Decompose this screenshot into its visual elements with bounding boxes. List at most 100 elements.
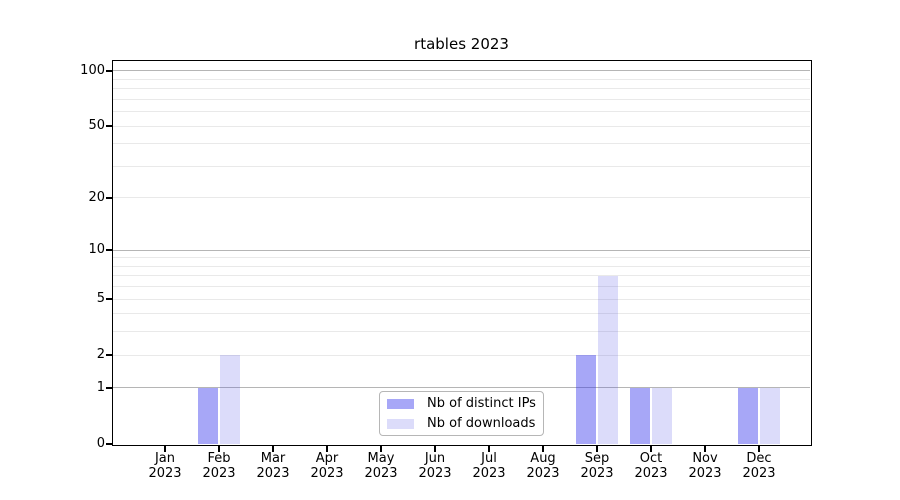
x-tick-label: Jan 2023 <box>137 451 193 481</box>
minor-gridline <box>113 98 810 100</box>
minor-gridline <box>113 265 810 267</box>
y-tick-mark <box>105 197 112 199</box>
x-tick-year: 2023 <box>742 466 776 481</box>
x-tick-year: 2023 <box>526 466 560 481</box>
x-tick-label: Sep 2023 <box>569 451 625 481</box>
x-tick-month: Nov <box>692 451 718 466</box>
bar-distinct-ips <box>197 387 218 444</box>
x-tick-label: Aug 2023 <box>515 451 571 481</box>
x-tick-year: 2023 <box>634 466 668 481</box>
x-tick-month: Oct <box>639 451 663 466</box>
x-tick-mark <box>326 445 328 452</box>
bar-downloads <box>219 355 240 444</box>
x-tick-mark <box>542 445 544 452</box>
x-tick-mark <box>380 445 382 452</box>
x-tick-month: Jan <box>154 451 176 466</box>
x-tick-year: 2023 <box>580 466 614 481</box>
x-tick-label: Feb 2023 <box>191 451 247 481</box>
minor-gridline <box>113 298 810 300</box>
x-tick-label: Jul 2023 <box>461 451 517 481</box>
legend-swatch-downloads <box>387 418 414 429</box>
legend-entry: Nb of downloads <box>387 416 535 431</box>
y-tick-label: 100 <box>80 62 105 78</box>
x-tick-mark <box>488 445 490 452</box>
minor-gridline <box>113 165 810 167</box>
minor-gridline <box>113 125 810 127</box>
x-tick-label: Apr 2023 <box>299 451 355 481</box>
x-tick-mark <box>758 445 760 452</box>
x-tick-mark <box>650 445 652 452</box>
y-tick-label: 0 <box>96 436 105 451</box>
x-tick-month: Feb <box>207 451 231 466</box>
x-tick-label: Oct 2023 <box>623 451 679 481</box>
legend-entry: Nb of distinct IPs <box>387 396 536 411</box>
y-tick-mark <box>105 354 112 356</box>
x-tick-year: 2023 <box>418 466 452 481</box>
y-tick-mark <box>105 298 112 300</box>
x-tick-mark <box>272 445 274 452</box>
major-gridline <box>113 70 810 72</box>
legend-label: Nb of downloads <box>427 416 536 431</box>
x-tick-mark <box>218 445 220 452</box>
x-tick-month: Jul <box>481 451 497 466</box>
x-tick-year: 2023 <box>688 466 722 481</box>
x-tick-year: 2023 <box>202 466 236 481</box>
x-tick-label: Jun 2023 <box>407 451 463 481</box>
x-tick-label: Mar 2023 <box>245 451 301 481</box>
legend-swatch-distinct-ips <box>387 398 414 409</box>
bar-distinct-ips <box>575 355 596 444</box>
y-tick-label: 10 <box>88 242 105 258</box>
y-tick-mark <box>105 443 112 445</box>
y-tick-label: 2 <box>96 347 105 363</box>
major-gridline <box>113 387 810 389</box>
minor-gridline <box>113 143 810 145</box>
x-tick-year: 2023 <box>256 466 290 481</box>
x-tick-mark <box>164 445 166 452</box>
x-tick-mark <box>704 445 706 452</box>
y-tick-mark <box>105 387 112 389</box>
minor-gridline <box>113 354 810 356</box>
x-tick-month: Mar <box>260 451 286 466</box>
minor-gridline <box>113 286 810 288</box>
x-tick-label: May 2023 <box>353 451 409 481</box>
major-gridline <box>113 249 810 251</box>
minor-gridline <box>113 111 810 113</box>
bar-downloads <box>597 275 618 444</box>
legend-label: Nb of distinct IPs <box>427 396 536 411</box>
y-tick-mark <box>105 70 112 72</box>
minor-gridline <box>113 257 810 259</box>
y-tick-label: 1 <box>96 379 105 395</box>
x-tick-year: 2023 <box>364 466 398 481</box>
minor-gridline <box>113 78 810 80</box>
chart-title: rtables 2023 <box>414 35 509 53</box>
x-tick-mark <box>596 445 598 452</box>
bar-downloads <box>651 387 672 444</box>
minor-gridline <box>113 313 810 315</box>
x-tick-mark <box>434 445 436 452</box>
minor-gridline <box>113 197 810 199</box>
x-tick-month: Sep <box>584 451 610 466</box>
y-tick-mark <box>105 249 112 251</box>
legend: Nb of distinct IPs Nb of downloads <box>379 391 544 436</box>
y-tick-label: 5 <box>96 291 105 307</box>
minor-gridline <box>113 88 810 90</box>
x-tick-month: Jun <box>424 451 446 466</box>
bar-distinct-ips <box>737 387 758 444</box>
x-tick-year: 2023 <box>148 466 182 481</box>
y-tick-mark <box>105 125 112 127</box>
x-tick-month: Aug <box>530 451 556 466</box>
x-tick-year: 2023 <box>472 466 506 481</box>
minor-gridline <box>113 275 810 277</box>
minor-gridline <box>113 331 810 333</box>
bar-downloads <box>759 387 780 444</box>
x-tick-month: Dec <box>746 451 772 466</box>
x-tick-month: May <box>367 451 395 466</box>
y-tick-label: 50 <box>88 118 105 134</box>
x-tick-month: Apr <box>315 451 339 466</box>
x-tick-label: Nov 2023 <box>677 451 733 481</box>
x-tick-year: 2023 <box>310 466 344 481</box>
x-tick-label: Dec 2023 <box>731 451 787 481</box>
bar-distinct-ips <box>629 387 650 444</box>
y-tick-label: 20 <box>88 189 105 205</box>
